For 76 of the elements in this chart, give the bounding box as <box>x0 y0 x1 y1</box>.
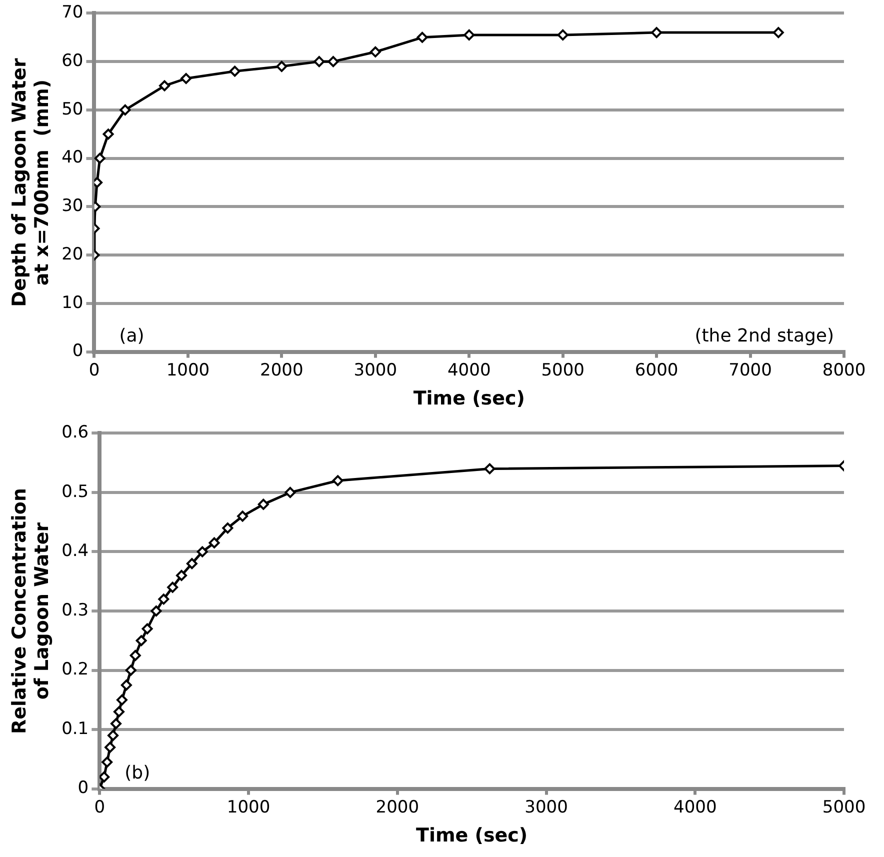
y-tick-label: 50 <box>62 99 84 120</box>
x-axis-title: Time (sec) <box>416 824 528 847</box>
point <box>167 582 178 593</box>
point <box>176 570 188 581</box>
x-tick-label: 3000 <box>524 797 568 818</box>
y-tick-label: 0 <box>78 778 89 798</box>
y-tick-label: 60 <box>62 50 84 71</box>
x-tick-label: 4000 <box>447 360 491 380</box>
point <box>94 152 106 164</box>
x-tick-label: 2000 <box>260 360 304 380</box>
point <box>180 73 192 84</box>
y-tick-label: 0 <box>72 341 84 362</box>
point <box>120 104 131 116</box>
point <box>142 623 153 634</box>
point <box>208 537 220 548</box>
point <box>102 128 114 140</box>
point <box>651 27 662 38</box>
point <box>332 475 344 486</box>
y-tick-label: 0.4 <box>62 541 89 562</box>
annotation: (the 2nd stage) <box>694 325 834 346</box>
x-tick-label: 5000 <box>822 797 866 818</box>
y-tick-label: 10 <box>62 292 84 313</box>
point <box>130 650 141 661</box>
x-tick-label: 4000 <box>673 797 717 818</box>
point <box>284 486 296 498</box>
x-tick-label: 0 <box>94 797 106 818</box>
y-axis-title: Depth of Lagoon Water at x=700mm (mm) <box>8 58 54 307</box>
point <box>136 635 147 646</box>
y-tick-label: 40 <box>62 148 84 168</box>
point <box>158 594 170 605</box>
y-tick-label: 0.5 <box>62 482 89 502</box>
point <box>113 706 124 718</box>
point <box>222 522 234 534</box>
point <box>328 56 339 68</box>
point <box>237 510 248 522</box>
point <box>102 756 113 768</box>
point <box>120 680 132 691</box>
y-tick-label: 30 <box>62 196 84 216</box>
point <box>196 546 208 558</box>
point <box>276 60 288 72</box>
y-tick-label: 0.2 <box>62 660 89 680</box>
point <box>314 56 325 68</box>
point <box>159 80 170 92</box>
point <box>150 606 162 616</box>
point <box>108 730 119 741</box>
point <box>464 29 475 40</box>
point <box>258 498 269 510</box>
y-tick-label: 0.1 <box>62 718 89 739</box>
x-tick-label: 7000 <box>728 360 772 380</box>
point <box>370 46 381 58</box>
x-tick-label: 3000 <box>354 360 398 380</box>
point <box>110 718 122 730</box>
point <box>186 558 198 570</box>
x-tick-label: 1000 <box>166 360 210 380</box>
point <box>116 694 128 706</box>
y-tick-label: 0.6 <box>62 422 89 443</box>
point <box>557 29 568 40</box>
x-tick-label: 6000 <box>634 360 678 380</box>
y-tick-label: 70 <box>62 2 84 23</box>
annotation: (b) <box>124 762 150 784</box>
y-axis-title: Relative Concentration of Lagoon Water <box>8 488 54 734</box>
point <box>100 771 110 782</box>
point <box>484 463 496 474</box>
x-tick-label: 1000 <box>226 797 270 818</box>
point <box>229 66 240 77</box>
y-tick-label: 0.3 <box>62 600 89 620</box>
x-tick-label: 5000 <box>541 360 584 380</box>
point <box>125 664 136 676</box>
point <box>772 27 784 38</box>
x-tick-label: 2000 <box>376 797 420 818</box>
annotation: (a) <box>119 325 144 346</box>
point <box>416 32 428 43</box>
x-tick-label: 8000 <box>822 360 866 380</box>
y-tick-label: 20 <box>62 244 84 264</box>
x-axis-title: Time (sec) <box>413 388 525 410</box>
point <box>104 742 116 753</box>
